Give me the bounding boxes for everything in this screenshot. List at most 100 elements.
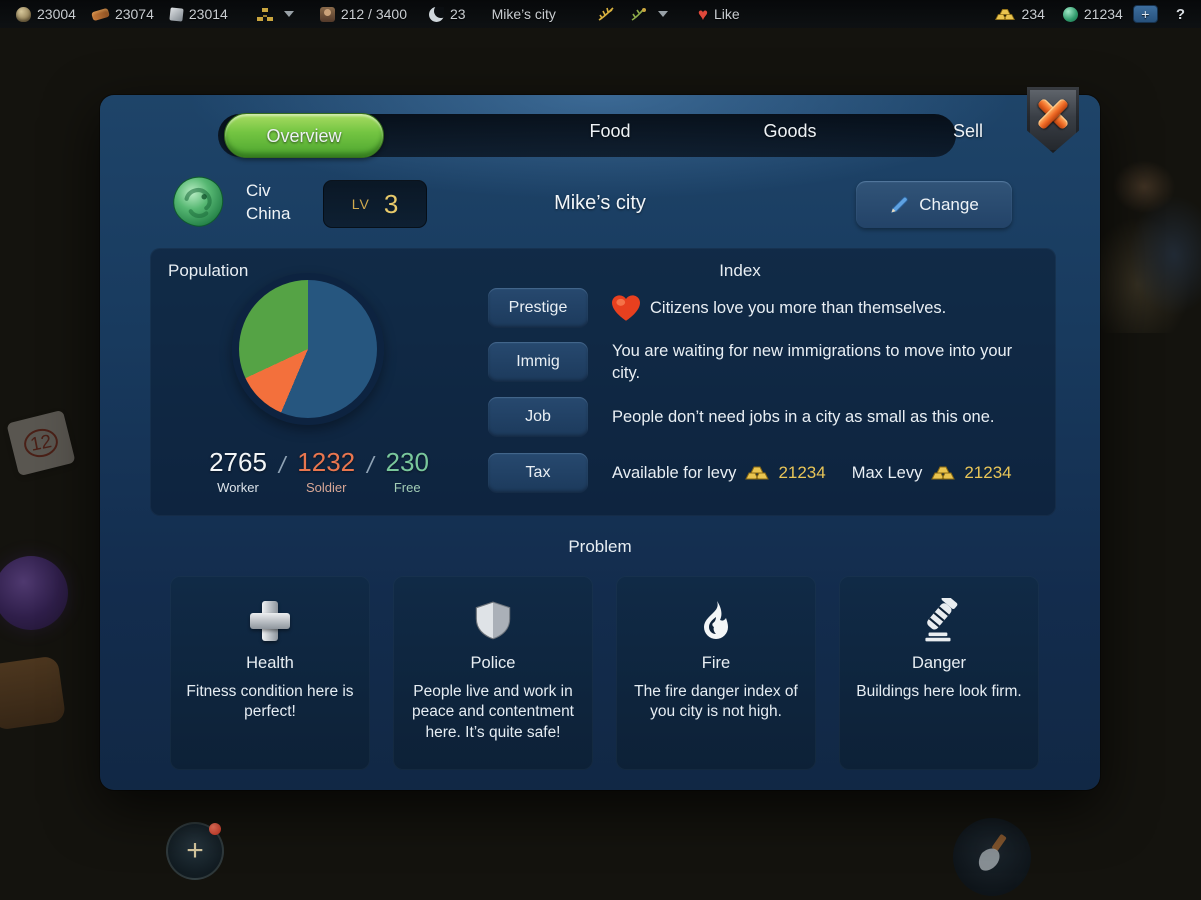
plus-glyph: + <box>186 834 204 867</box>
night-count: 23 <box>449 6 466 22</box>
change-name-button[interactable]: Change <box>856 181 1012 228</box>
gold-ingot-icon <box>745 466 770 480</box>
gem-count: 21234 <box>1083 6 1123 22</box>
topbar-city-name: Mike’s city <box>491 6 556 22</box>
free-value: 230 <box>385 447 429 477</box>
resource-sack: 23004 <box>16 6 76 22</box>
stat-separator: / <box>278 452 286 478</box>
heart-icon <box>612 295 640 321</box>
shovel-icon <box>978 834 1007 871</box>
problem-card-health: Health Fitness condition here is perfect… <box>170 576 370 770</box>
stone-icon <box>169 6 184 22</box>
population-stat: 230 Free <box>386 447 429 495</box>
gold-counter: 234 <box>994 6 1045 22</box>
problem-card-danger: Danger Buildings here look firm. <box>839 576 1039 770</box>
resource-stone: 23014 <box>169 6 228 22</box>
levy-value: 21234 <box>778 462 826 482</box>
index-row-prestige: Prestige Citizens love you more than the… <box>488 288 946 328</box>
orb-icon[interactable] <box>0 556 68 630</box>
prestige-text: Citizens love you more than themselves. <box>650 298 947 317</box>
resource-stone-value: 23014 <box>188 6 228 22</box>
notification-dot <box>209 823 221 835</box>
card-name: Health <box>246 654 294 672</box>
like-button[interactable]: ♥ Like <box>698 6 740 23</box>
card-text: People live and work in peace and conten… <box>411 683 574 741</box>
sack-icon <box>16 6 31 22</box>
gem-counter: 21234 <box>1062 6 1123 22</box>
expand-plus-button[interactable]: + <box>166 822 224 880</box>
population-title: Population <box>168 261 249 280</box>
shovel-button[interactable] <box>953 818 1031 896</box>
chevron-down-icon <box>657 11 668 17</box>
change-label: Change <box>919 194 979 214</box>
help-button[interactable]: ? <box>1175 5 1185 23</box>
tab-food[interactable]: Food <box>589 121 631 141</box>
level-label: LV <box>351 196 370 212</box>
tab-overview[interactable]: Overview <box>224 113 384 158</box>
gold-ingot-icon <box>931 466 956 480</box>
population-stat: 2765 Worker <box>209 447 267 495</box>
tab-sell[interactable]: Sell <box>952 121 983 141</box>
immig-text: You are waiting for new immigrations to … <box>612 341 1013 382</box>
tab-goods[interactable]: Goods <box>763 121 817 141</box>
problem-cards: Health Fitness condition here is perfect… <box>170 576 1039 770</box>
population-stat: 1232 Soldier <box>297 447 355 495</box>
stat-separator: / <box>367 452 374 478</box>
worker-value: 2765 <box>209 447 267 477</box>
resource-sack-value: 23004 <box>37 6 76 22</box>
problem-title: Problem <box>568 537 632 556</box>
card-text: Buildings here look firm. <box>856 683 1022 700</box>
npc-portrait <box>1090 138 1201 333</box>
problem-card-fire: Fire The fire danger index of you city i… <box>616 576 816 770</box>
level-badge: LV 3 <box>323 180 427 228</box>
card-name: Fire <box>701 654 731 672</box>
population-stats: 2765 Worker / 1232 Soldier / 230 Free <box>164 447 474 495</box>
free-label: Free <box>393 480 421 495</box>
problem-card-police: Police People live and work in peace and… <box>393 576 593 770</box>
population-index-panel: Population 2765 Worker / 1232 Soldier / … <box>150 248 1056 516</box>
city-overview-modal: Overview Food Goods Sell Civ China LV 3 … <box>100 95 1100 790</box>
max-levy-label: Max Levy <box>851 463 923 482</box>
org-chart-icon <box>256 7 274 21</box>
calendar-icon[interactable]: 12 <box>6 409 76 477</box>
top-resource-bar: 23004 23074 23014 212 / 3400 23 Mike’s c… <box>0 0 1201 28</box>
danger-column-icon <box>925 598 958 642</box>
city-name-title: Mike’s city <box>554 192 646 214</box>
chevron-down-icon <box>283 11 294 17</box>
soldier-value: 1232 <box>297 447 356 477</box>
job-button[interactable]: Job <box>488 397 588 437</box>
pencil-icon <box>890 196 909 213</box>
level-value: 3 <box>383 188 399 219</box>
soldier-label: Soldier <box>305 480 347 495</box>
tax-button[interactable]: Tax <box>488 453 588 493</box>
heart-icon: ♥ <box>697 4 708 24</box>
police-shield-icon <box>475 601 511 640</box>
gold-ingot-icon <box>994 8 1015 20</box>
card-name: Danger <box>911 654 967 672</box>
tab-bar: Overview Food Goods Sell <box>218 113 983 158</box>
gem-icon <box>1062 6 1078 22</box>
crops-dropdown[interactable] <box>596 6 668 22</box>
health-cross-icon <box>248 599 292 643</box>
bag-icon[interactable] <box>0 655 67 731</box>
index-title: Index <box>719 261 761 280</box>
immig-button[interactable]: Immig <box>488 342 588 382</box>
org-dropdown[interactable] <box>256 7 294 21</box>
citizen-count: 212 / 3400 <box>340 6 407 22</box>
card-text: Fitness condition here is perfect! <box>186 683 354 721</box>
prestige-button[interactable]: Prestige <box>488 288 588 328</box>
job-text: People don’t need jobs in a city as smal… <box>612 407 995 426</box>
citizen-icon <box>319 6 335 22</box>
card-text: The fire danger index of you city is not… <box>634 683 798 721</box>
citizen-counter: 212 / 3400 <box>319 6 407 22</box>
index-row-job: Job People don’t need jobs in a city as … <box>488 397 994 437</box>
max-levy-value: 21234 <box>964 462 1012 482</box>
civ-name: Civ China <box>246 181 291 223</box>
buy-gems-button[interactable]: + <box>1132 5 1158 23</box>
levy-label: Available for levy <box>612 463 737 482</box>
wood-icon <box>91 7 110 21</box>
population-pie <box>232 273 384 425</box>
card-name: Police <box>470 654 516 672</box>
moon-icon <box>428 6 444 22</box>
